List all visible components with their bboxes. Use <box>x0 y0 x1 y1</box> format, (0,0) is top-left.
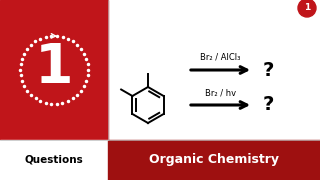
Bar <box>0 0 108 140</box>
Text: Organic Chemistry: Organic Chemistry <box>149 153 279 166</box>
Bar <box>108 140 320 180</box>
Text: ?: ? <box>262 60 274 80</box>
Text: Br₂ / AlCl₃: Br₂ / AlCl₃ <box>200 53 241 62</box>
Text: Questions: Questions <box>25 155 84 165</box>
Text: Br₂ / hv: Br₂ / hv <box>205 88 236 97</box>
Text: 1: 1 <box>304 3 310 12</box>
Bar <box>0 140 108 180</box>
Text: ?: ? <box>262 96 274 114</box>
Circle shape <box>298 0 316 17</box>
Text: 1: 1 <box>35 41 73 95</box>
